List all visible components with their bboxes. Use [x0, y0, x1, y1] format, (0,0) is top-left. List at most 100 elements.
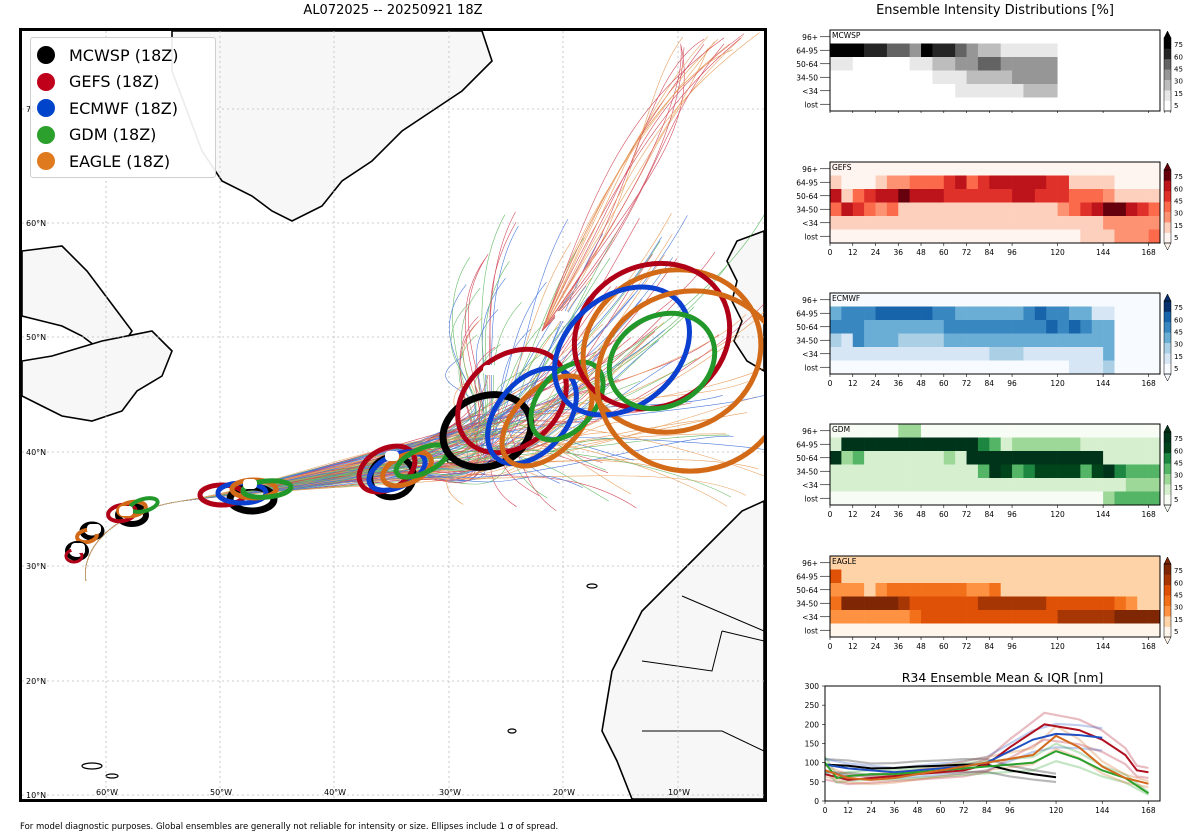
ensemble-track	[541, 37, 725, 332]
ensemble-track	[85, 299, 678, 587]
heatmap-cell	[852, 306, 865, 321]
heatmap-cell	[989, 162, 1001, 176]
row-label: 96+	[802, 559, 818, 568]
heatmap-cell	[852, 596, 865, 611]
heatmap-cell	[886, 189, 899, 203]
heatmap-cell	[1046, 569, 1058, 584]
x-tick-label: 96	[1007, 510, 1017, 519]
heatmap-cell	[1114, 320, 1127, 334]
heatmap-cell	[1080, 306, 1093, 321]
heatmap-cell	[1023, 333, 1036, 348]
heatmap-cell	[921, 202, 933, 217]
heatmap-cell	[966, 424, 979, 438]
heatmap-cell	[1034, 360, 1047, 375]
ensemble-track	[541, 37, 741, 332]
heatmap-cell	[1125, 202, 1138, 217]
heatmap-cell	[841, 57, 854, 71]
heatmap-cell	[943, 293, 956, 307]
heatmap-cell	[1148, 30, 1161, 44]
heatmap-cell	[841, 30, 854, 44]
heatmap-cell	[898, 162, 910, 176]
heatmap-cell	[955, 451, 967, 465]
x-tick-label: 144	[1096, 248, 1111, 257]
colorbar-segment	[1164, 584, 1171, 596]
heatmap-cell	[909, 175, 922, 190]
heatmap-cell	[1080, 437, 1093, 452]
africa-border	[642, 730, 764, 752]
heatmap-cell	[1057, 491, 1070, 506]
heatmap-cell	[1137, 293, 1149, 307]
heatmap-cell	[1046, 293, 1058, 307]
heatmap-cell	[1137, 610, 1149, 624]
heatmap-cell	[852, 333, 865, 348]
heatmap-cell	[1046, 162, 1058, 176]
heatmap-cell	[1114, 70, 1127, 85]
heatmap-cell	[830, 569, 842, 584]
ensemble-track	[541, 36, 743, 332]
colorbar-segment	[1164, 79, 1171, 91]
heatmap-cell	[921, 293, 933, 307]
heatmap-cell	[1057, 437, 1070, 452]
heatmap-cell	[1012, 293, 1024, 307]
x-tick-label: 24	[871, 379, 881, 388]
x-tick-label: 60	[939, 510, 949, 519]
heatmap-cell	[1068, 70, 1081, 85]
heatmap-cell	[966, 57, 979, 71]
heatmap-cell	[955, 43, 967, 58]
legend-label: ECMWF (18Z)	[69, 98, 178, 118]
heatmap-cell	[1046, 43, 1058, 58]
heatmap-cell	[864, 175, 876, 190]
heatmap-cell	[1091, 30, 1104, 44]
heatmap-cell	[909, 229, 922, 244]
heatmap-cell	[1114, 202, 1127, 217]
heatmap-cell	[1000, 97, 1013, 112]
legend-dot-icon	[37, 99, 55, 118]
heatmap-cell	[830, 84, 842, 98]
heatmap-cell	[966, 478, 979, 492]
heatmap-cell	[1091, 596, 1104, 611]
heatmap-cell	[977, 293, 990, 307]
hour-label-box	[71, 543, 85, 553]
colorbar-segment	[1164, 452, 1171, 464]
heatmap-cell	[909, 610, 922, 624]
heatmap-cell	[1034, 293, 1047, 307]
x-tick-label: 60	[939, 642, 949, 651]
heatmap-cell	[989, 97, 1001, 112]
heatmap-cell	[1137, 583, 1149, 597]
heatmap-frame	[829, 292, 1161, 375]
heatmap-cell	[921, 175, 933, 190]
track-map[interactable]: 0122436487296120144 70°N60°N50°N40°N30°N…	[19, 28, 767, 802]
heatmap-cell	[841, 333, 854, 348]
heatmap-cell	[1057, 43, 1070, 58]
heatmap-cell	[1034, 491, 1047, 506]
heatmap-cell	[977, 320, 990, 334]
r34-title: R34 Ensemble Mean & IQR [nm]	[902, 670, 1104, 685]
heatmap-cell	[1057, 451, 1070, 465]
heatmap-cell	[1046, 464, 1058, 479]
heatmap-cell	[886, 569, 899, 584]
heatmap-cell	[1068, 464, 1081, 479]
heatmap-cell	[1114, 333, 1127, 348]
heatmap-cell	[955, 556, 967, 570]
heatmap-cell	[1068, 30, 1081, 44]
heatmap-cell	[943, 596, 956, 611]
heatmap-cell	[1012, 216, 1024, 230]
heatmap-cell	[830, 610, 842, 624]
r34-iqr-line	[824, 722, 1103, 770]
heatmap-cell	[841, 70, 854, 85]
heatmap-cell	[841, 623, 854, 638]
legend-entry-eagle: EAGLE (18Z)	[37, 148, 209, 175]
heatmap-cell	[1137, 333, 1149, 348]
heatmap-cell	[1091, 202, 1104, 217]
heatmap-cell	[886, 596, 899, 611]
heatmap-cell	[898, 175, 910, 190]
heatmap-cell	[1091, 610, 1104, 624]
heatmap-cell	[1125, 216, 1138, 230]
heatmap-panel-name: GDM	[832, 425, 850, 434]
heatmap-cell	[932, 347, 945, 361]
heatmap-cell	[852, 293, 865, 307]
row-label: 96+	[802, 427, 818, 436]
heatmap-cell	[898, 360, 910, 375]
heatmap-cell	[932, 556, 945, 570]
heatmap-cell	[966, 491, 979, 506]
